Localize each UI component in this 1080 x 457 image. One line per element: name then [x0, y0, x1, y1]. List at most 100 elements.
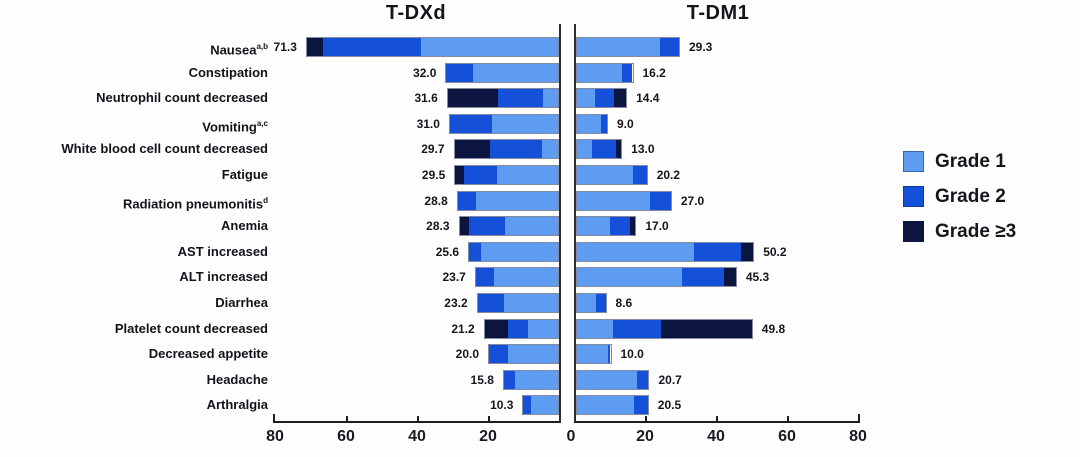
segment-grade2	[490, 140, 542, 159]
segment-grade1	[577, 345, 609, 364]
segment-grade2	[596, 294, 606, 312]
segment-grade1	[577, 370, 638, 389]
segment-grade3plus	[447, 89, 499, 108]
segment-grade1	[577, 38, 660, 56]
value-label-tdm1: 14.4	[636, 91, 660, 106]
segment-grade1	[472, 63, 558, 82]
bar-tdm1	[576, 37, 680, 57]
axis-tick-label: 20	[636, 428, 654, 445]
axis-tick-label: 40	[707, 428, 725, 445]
bar-tdxd	[474, 267, 559, 288]
segment-grade2	[592, 140, 617, 159]
segment-grade2	[449, 114, 493, 133]
segment-grade2	[637, 370, 649, 389]
segment-grade1	[577, 268, 683, 287]
zero-axis-left	[559, 24, 561, 423]
segment-grade3plus	[454, 140, 491, 159]
axis-tick-label: 0	[566, 428, 576, 445]
segment-grade2	[507, 319, 528, 338]
category-label: Platelet count decreased	[114, 320, 268, 336]
value-label-tdxd: 23.7	[442, 270, 466, 285]
bar-tdxd	[502, 369, 559, 390]
segment-grade2	[475, 268, 494, 287]
value-label-tdxd: 28.3	[426, 219, 450, 234]
segment-grade2	[469, 217, 506, 236]
value-label-tdxd: 31.0	[416, 116, 440, 131]
value-label-tdm1: 50.2	[763, 244, 787, 259]
bar-tdxd	[456, 190, 559, 211]
bar-tdm1	[576, 241, 755, 262]
bar-tdxd	[448, 113, 559, 134]
bar-tdm1	[576, 369, 650, 390]
category-label: White blood cell count decreased	[61, 141, 268, 157]
segment-grade3plus	[740, 242, 754, 261]
segment-grade2	[659, 38, 679, 56]
bar-tdm1	[576, 293, 607, 313]
bar-tdm1	[576, 165, 648, 185]
segment-grade3plus	[660, 319, 752, 338]
segment-grade1	[577, 396, 634, 415]
segment-grade3plus	[455, 166, 465, 184]
legend-swatch-grade-2	[903, 186, 924, 207]
segment-grade2	[694, 242, 741, 261]
x-axis-left	[273, 421, 559, 423]
value-label-tdxd: 25.6	[435, 244, 460, 259]
segment-grade1	[577, 319, 614, 338]
value-label-tdm1: 8.6	[615, 296, 633, 310]
value-label-tdm1: 49.8	[761, 321, 786, 336]
segment-grade2	[503, 370, 516, 389]
category-footnote-marker: a,c	[256, 118, 268, 128]
category-label: Headache	[206, 371, 268, 387]
value-label-tdm1: 29.3	[689, 40, 713, 54]
axis-tick-right	[645, 416, 647, 421]
bar-tdm1	[576, 216, 637, 237]
value-label-tdm1: 9.0	[616, 116, 634, 131]
segment-grade2	[446, 63, 473, 82]
segment-grade1	[541, 140, 558, 159]
bar-tdm1	[576, 62, 634, 83]
value-label-tdm1: 20.7	[658, 372, 682, 387]
category-label: Fatigue	[221, 167, 268, 182]
value-label-tdm1: 10.0	[620, 347, 644, 362]
segment-grade2	[523, 396, 532, 415]
segment-grade2	[498, 89, 543, 108]
value-label-tdm1: 27.0	[680, 193, 705, 208]
bar-tdxd	[305, 37, 559, 57]
category-label: Anemia	[221, 218, 268, 234]
legend-swatch-grade-3	[903, 221, 924, 242]
value-label-tdxd: 71.3	[273, 40, 297, 54]
axis-tick-label: 60	[337, 428, 355, 445]
bar-tdxd	[446, 88, 559, 109]
bar-tdm1	[576, 139, 623, 160]
category-label: Decreased appetite	[148, 346, 268, 362]
panel-title-tdxd: T-DXd	[385, 2, 447, 24]
legend: Grade 1 Grade 2 Grade ≥3	[903, 151, 1016, 256]
bar-tdm1	[576, 190, 672, 211]
value-label-tdxd: 10.3	[490, 398, 514, 413]
category-label: Arthralgia	[206, 397, 268, 413]
axis-tick-label: 60	[778, 428, 796, 445]
segment-grade3plus	[484, 319, 508, 338]
value-label-tdm1: 20.5	[657, 398, 682, 413]
value-label-tdm1: 13.0	[631, 142, 655, 157]
axis-tick-right	[787, 416, 789, 421]
axis-tick-label: 80	[266, 428, 284, 445]
bar-tdm1	[576, 344, 612, 365]
segment-grade2	[477, 294, 504, 312]
axis-tick-label: 40	[408, 428, 426, 445]
segment-grade1	[475, 191, 558, 210]
segment-grade2	[609, 217, 630, 236]
legend-label: Grade 1	[935, 150, 1006, 172]
bar-tdxd	[522, 395, 559, 416]
segment-grade2	[649, 191, 671, 210]
category-footnote-marker: d	[263, 195, 268, 205]
value-label-tdm1: 20.2	[656, 168, 681, 182]
category-label: Radiation pneumonitisd	[122, 195, 268, 211]
bar-tdxd	[483, 318, 559, 339]
bar-tdxd	[488, 344, 559, 365]
axis-tick-left	[346, 416, 348, 421]
segment-grade2	[613, 319, 661, 338]
legend-label: Grade 2	[935, 185, 1006, 207]
value-label-tdm1: 16.2	[642, 65, 666, 80]
